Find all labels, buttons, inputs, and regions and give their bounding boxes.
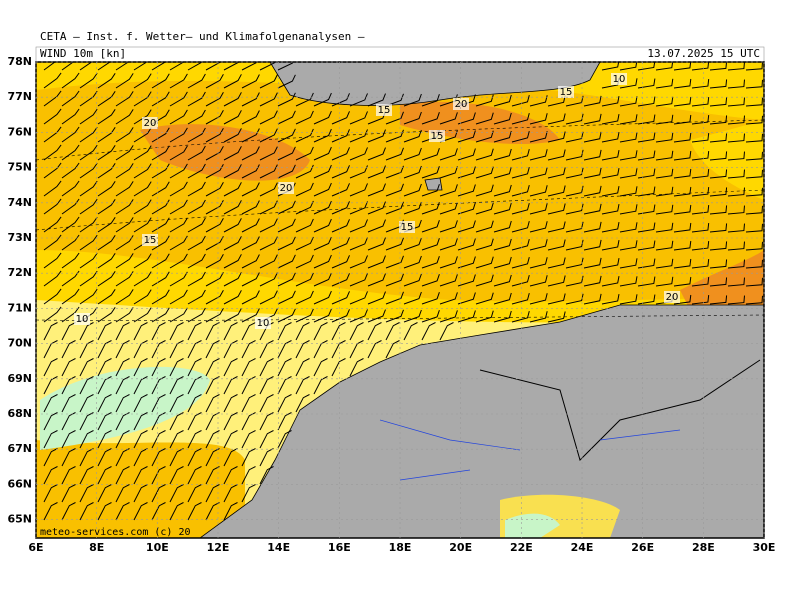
contour-label: 20 xyxy=(455,99,468,110)
contour-label: 10 xyxy=(76,314,89,325)
contour-label: 15 xyxy=(378,105,391,116)
contour-label: 20 xyxy=(280,183,293,194)
lat-label: 73N xyxy=(7,231,32,244)
footer: meteo-services.com (c) 20 xyxy=(40,527,191,538)
contour-label-bg xyxy=(558,86,574,98)
contour-label-bg xyxy=(142,234,158,246)
lon-label: 20E xyxy=(449,541,472,554)
lon-label: 26E xyxy=(631,541,654,554)
lon-label: 16E xyxy=(328,541,351,554)
lat-label: 68N xyxy=(7,407,32,420)
lat-label: 77N xyxy=(7,90,32,103)
contour-label: 10 xyxy=(613,74,626,85)
lon-label: 22E xyxy=(510,541,533,554)
lon-label: 18E xyxy=(389,541,412,554)
lat-label: 76N xyxy=(7,125,32,138)
lon-label: 8E xyxy=(89,541,104,554)
contour-label: 20 xyxy=(144,118,157,129)
contour-label-bg xyxy=(664,291,680,303)
lon-label: 28E xyxy=(692,541,715,554)
lat-label: 78N xyxy=(7,55,32,68)
lat-label: 69N xyxy=(7,372,32,385)
contour-label: 15 xyxy=(144,235,157,246)
lat-label: 65N xyxy=(7,513,32,526)
subtitle: WIND 10m [kn] xyxy=(40,47,126,60)
contour-label-bg xyxy=(255,317,271,329)
lon-label: 10E xyxy=(146,541,169,554)
lon-label: 12E xyxy=(207,541,230,554)
contour-label-bg xyxy=(74,313,90,325)
contour-label: 15 xyxy=(560,87,573,98)
contour-label: 10 xyxy=(257,318,270,329)
title: CETA — Inst. f. Wetter— und Klimafolgena… xyxy=(40,30,365,43)
lon-label: 30E xyxy=(753,541,776,554)
lat-label: 74N xyxy=(7,196,32,209)
contour-label-bg xyxy=(376,104,392,116)
contour-label: 15 xyxy=(431,131,444,142)
lat-label: 70N xyxy=(7,337,32,350)
contour-line xyxy=(36,189,764,231)
lon-label: 6E xyxy=(28,541,43,554)
lon-label: 24E xyxy=(571,541,594,554)
contour-line xyxy=(36,119,764,161)
lat-label: 71N xyxy=(7,301,32,314)
lat-label: 75N xyxy=(7,161,32,174)
contour-label-bg xyxy=(453,98,469,110)
lat-label: 66N xyxy=(7,477,32,490)
lon-label: 14E xyxy=(267,541,290,554)
contour-label: 15 xyxy=(401,222,414,233)
datetime: 13.07.2025 15 UTC xyxy=(647,47,760,60)
lat-label: 67N xyxy=(7,442,32,455)
wind-barbs xyxy=(43,62,763,521)
contour-label: 20 xyxy=(666,292,679,303)
contour-label-bg xyxy=(142,117,158,129)
contour-label-bg xyxy=(278,182,294,194)
lat-label: 72N xyxy=(7,266,32,279)
contour-label-bg xyxy=(611,73,627,85)
contour-line xyxy=(36,314,764,321)
contour-label-bg xyxy=(429,130,445,142)
contour-label-bg xyxy=(399,221,415,233)
